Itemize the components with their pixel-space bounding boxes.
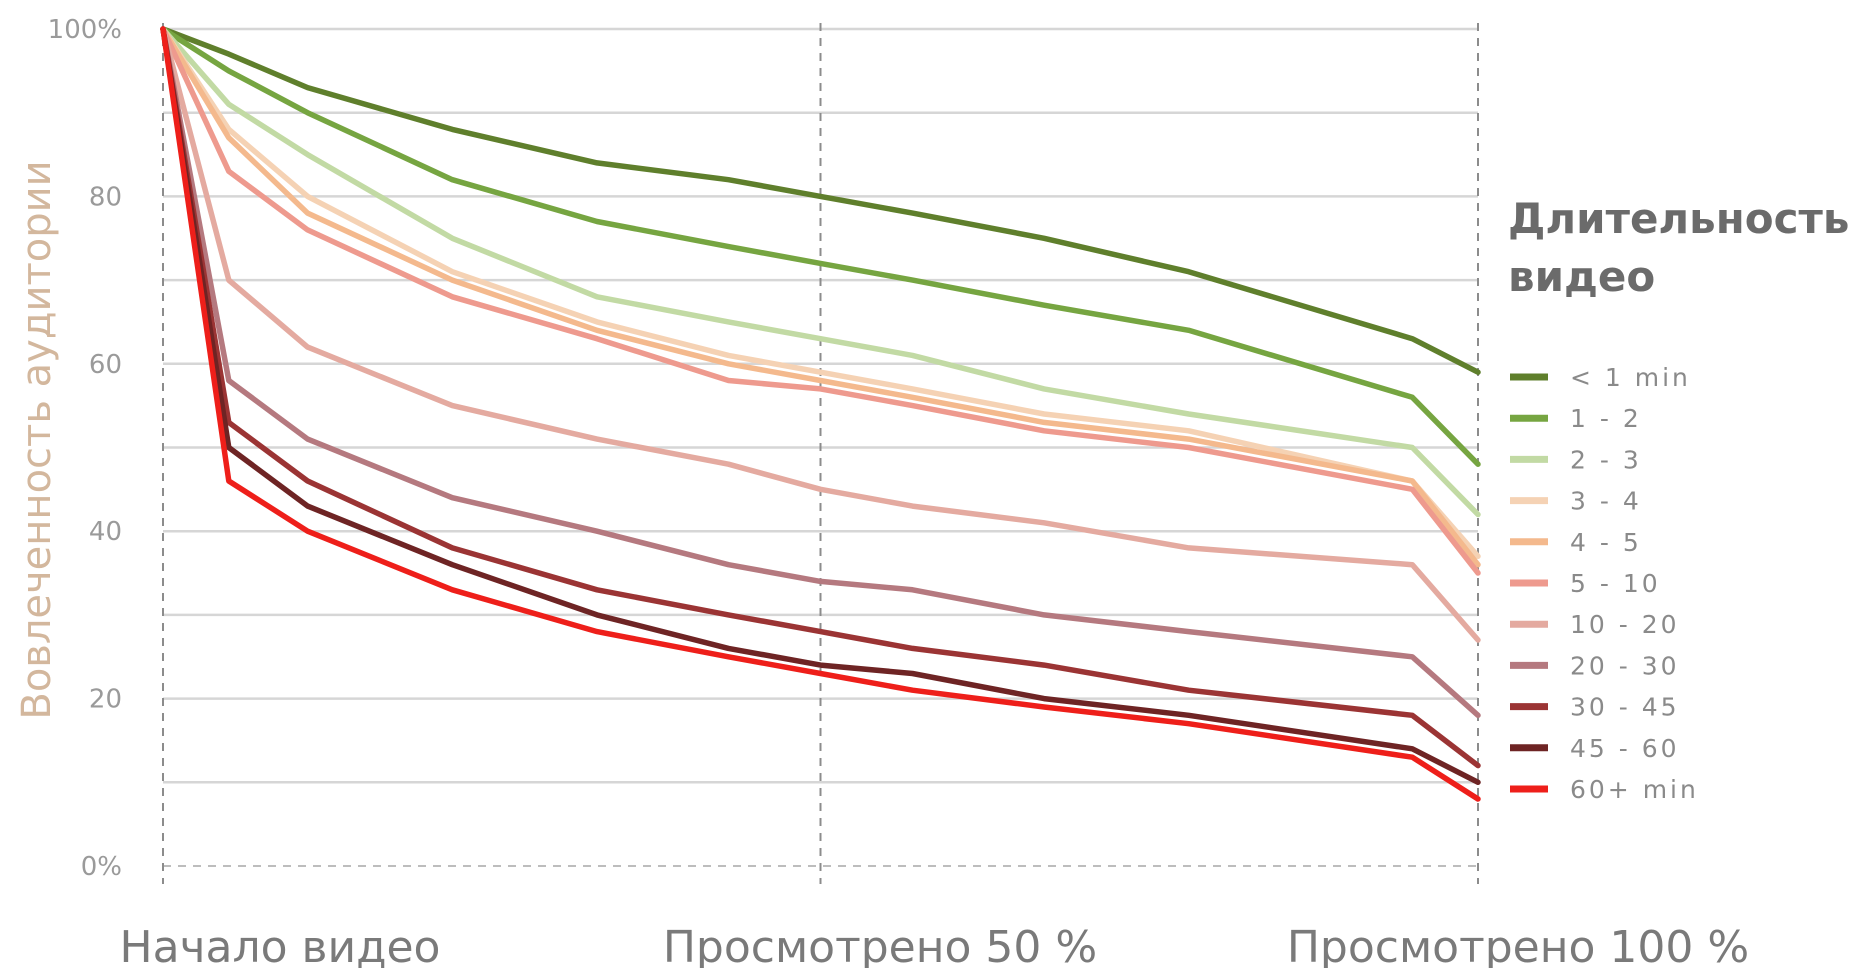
legend-item-label: 1 - 2 [1570,404,1642,433]
y-tick-label: 60 [89,350,122,380]
legend-item-label: 4 - 5 [1570,528,1642,557]
x-tick-label: Начало видео [120,922,441,968]
series-line-6 [160,26,1481,643]
series-line-9 [160,26,1481,786]
y-tick-label: 40 [89,517,122,547]
y-axis-label: Вовлеченность аудитории [14,160,60,719]
legend-item-label: 2 - 3 [1570,445,1642,474]
series-line-0 [160,26,1481,375]
series-line-3 [160,26,1481,560]
y-tick-label: 100% [48,15,122,45]
y-axis: 0% 20 40 60 80 100% [48,15,122,882]
y-tick-label: 0% [81,852,122,882]
grid [162,23,1479,884]
legend-item-label: 5 - 10 [1570,569,1661,598]
legend-item-label: 45 - 60 [1570,734,1680,763]
legend-title-line-2: видео [1508,252,1655,301]
series-line-8 [160,26,1481,769]
series-line-5 [160,26,1481,576]
legend-item-label: 60+ min [1570,775,1699,804]
series-line-2 [160,26,1481,518]
x-tick-label: Просмотрено 50 % [663,922,1097,968]
legend-item-label: 10 - 20 [1570,610,1680,639]
legend-item-label: 20 - 30 [1570,651,1680,680]
legend-title: Длительность [1508,194,1849,243]
y-tick-label: 20 [89,685,122,715]
series-line-1 [160,26,1481,467]
y-tick-label: 80 [89,182,122,212]
x-tick-label: Просмотрено 100 % [1287,922,1749,968]
x-axis: Начало видео Просмотрено 50 % Просмотрено … [120,922,1750,968]
legend: Длительность видео < 1 min 1 - 2 2 - 3 3 - … [1508,194,1849,804]
legend-item-label: < 1 min [1570,363,1691,392]
legend-item-label: 30 - 45 [1570,693,1680,722]
series-line-4 [160,26,1481,568]
legend-item-label: 3 - 4 [1570,487,1642,516]
series-line-10 [160,26,1481,802]
series-line-7 [160,26,1481,719]
series-lines [160,26,1481,802]
